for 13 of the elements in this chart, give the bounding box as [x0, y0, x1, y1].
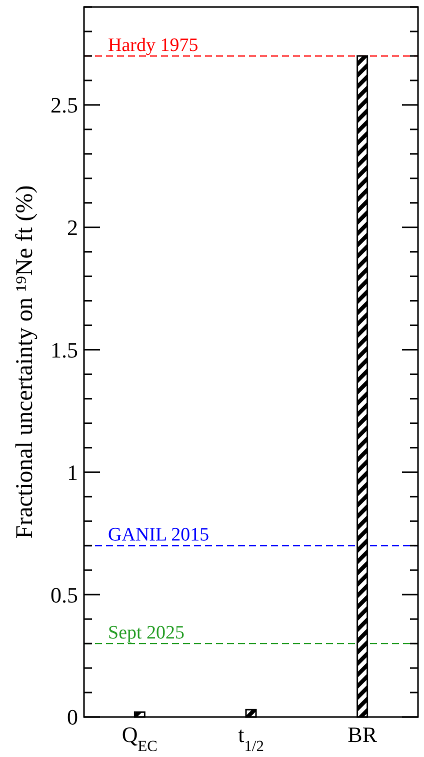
ref-line-label: GANIL 2015: [108, 524, 210, 546]
y-tick-label: 1.5: [50, 337, 78, 362]
ref-line-label: Hardy 1975: [108, 34, 198, 56]
ref-line-label: Sept 2025: [108, 622, 185, 644]
y-tick-label: 0.5: [50, 582, 78, 608]
y-tick-label: 2.5: [50, 92, 78, 118]
y-tick-label: 1: [67, 460, 78, 485]
y-axis-title: Fractional uncertainty on ¹⁹Ne ft (%): [12, 185, 38, 539]
x-tick-label: Q$_{EC}$: [122, 722, 158, 754]
x-tick-label: t$_{1/2}$: [238, 722, 264, 754]
y-tick-label: 2: [67, 215, 78, 240]
y-tick-label: 0: [67, 704, 78, 730]
x-tick-label: BR: [348, 722, 378, 747]
